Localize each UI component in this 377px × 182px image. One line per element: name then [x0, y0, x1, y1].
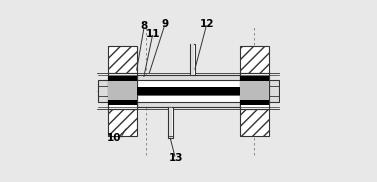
- Bar: [136, 87, 241, 95]
- Bar: [167, 107, 173, 138]
- Bar: [241, 73, 268, 109]
- Bar: [109, 73, 136, 109]
- Text: 8: 8: [140, 21, 147, 31]
- Bar: [241, 76, 268, 81]
- Bar: [136, 87, 241, 91]
- Text: 10: 10: [107, 133, 121, 143]
- Bar: [109, 76, 136, 81]
- Bar: [98, 80, 109, 102]
- Bar: [136, 91, 241, 95]
- Bar: [192, 44, 194, 75]
- Text: 9: 9: [161, 19, 169, 29]
- Bar: [268, 80, 279, 102]
- Bar: [109, 46, 136, 136]
- Bar: [109, 100, 136, 105]
- Text: 12: 12: [199, 19, 214, 29]
- Bar: [136, 80, 241, 102]
- Bar: [169, 107, 172, 138]
- Bar: [190, 44, 195, 75]
- Text: 13: 13: [169, 153, 183, 163]
- Bar: [241, 100, 268, 105]
- Bar: [136, 75, 241, 107]
- Text: 11: 11: [146, 29, 160, 39]
- Bar: [241, 46, 268, 136]
- Bar: [109, 81, 136, 100]
- Bar: [241, 81, 268, 100]
